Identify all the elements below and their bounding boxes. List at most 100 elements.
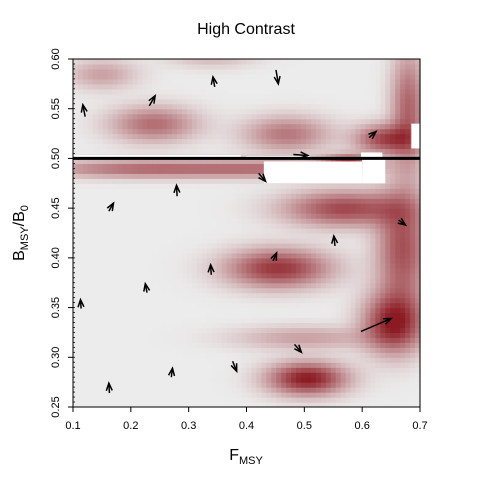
heatmap-cell — [142, 367, 148, 373]
heatmap-cell — [87, 307, 94, 314]
heatmap-cell — [385, 307, 391, 314]
heatmap-cell — [310, 213, 317, 219]
heatmap-cell — [152, 337, 158, 343]
heatmap-cell — [73, 302, 79, 309]
heatmap-cell — [340, 118, 347, 125]
heatmap-cell — [335, 317, 342, 324]
heatmap-cell — [196, 242, 203, 249]
heatmap-cell — [395, 272, 401, 279]
heatmap-cell — [281, 292, 287, 299]
heatmap-cell — [162, 158, 168, 164]
heatmap-cell — [132, 73, 139, 80]
heatmap-cell — [370, 402, 376, 408]
heatmap-cell — [211, 183, 218, 189]
heatmap-cell — [117, 223, 124, 229]
heatmap-cell — [291, 103, 297, 110]
heatmap-cell — [162, 93, 168, 100]
heatmap-cell — [365, 98, 372, 105]
heatmap-cell — [410, 163, 416, 169]
heatmap-cell — [77, 357, 84, 363]
heatmap-cell — [355, 402, 362, 408]
heatmap-cell — [216, 247, 223, 254]
heatmap-cell — [360, 128, 367, 135]
heatmap-cell — [320, 372, 327, 378]
heatmap-cell — [182, 297, 188, 304]
heatmap-cell — [335, 113, 342, 120]
heatmap-cell — [221, 402, 228, 408]
heatmap-cell — [97, 332, 104, 338]
heatmap-cell — [236, 317, 243, 324]
heatmap-cell — [315, 272, 322, 279]
heatmap-cell — [73, 322, 79, 329]
heatmap-cell — [405, 98, 411, 105]
heatmap-cell — [231, 267, 238, 274]
heatmap-cell — [216, 262, 223, 269]
heatmap-cell — [410, 292, 416, 299]
heatmap-cell — [187, 193, 193, 199]
heatmap-cell — [226, 252, 233, 259]
heatmap-cell — [355, 59, 362, 65]
heatmap-cell — [246, 218, 253, 224]
heatmap-cell — [206, 347, 213, 353]
heatmap-cell — [231, 292, 238, 299]
heatmap-cell — [167, 148, 173, 155]
heatmap-cell — [325, 193, 332, 199]
heatmap-cell — [187, 402, 193, 408]
heatmap-cell — [82, 68, 89, 75]
heatmap-cell — [147, 317, 153, 324]
heatmap-cell — [340, 377, 347, 383]
heatmap-cell — [82, 387, 89, 393]
heatmap-cell — [405, 78, 411, 85]
heatmap-cell — [132, 332, 139, 338]
heatmap-cell — [132, 392, 139, 398]
heatmap-cell — [355, 357, 362, 363]
heatmap-cell — [117, 193, 124, 199]
heatmap-cell — [107, 267, 114, 274]
heatmap-cell — [305, 252, 312, 259]
heatmap-cell — [355, 113, 362, 120]
heatmap-cell — [276, 262, 282, 269]
heatmap-cell — [117, 387, 124, 393]
heatmap-cell — [216, 242, 223, 249]
heatmap-cell — [196, 247, 203, 254]
heatmap-cell — [182, 267, 188, 274]
heatmap-cell — [345, 372, 352, 378]
heatmap-cell — [281, 88, 287, 95]
heatmap-cell — [370, 257, 376, 264]
heatmap-cell — [370, 252, 376, 259]
heatmap-cell — [152, 123, 158, 130]
heatmap-cell — [325, 59, 332, 65]
heatmap-cell — [157, 168, 163, 174]
heatmap-cell — [92, 103, 99, 110]
heatmap-cell — [385, 183, 391, 189]
heatmap-cell — [157, 93, 163, 100]
heatmap-cell — [137, 237, 143, 244]
heatmap-cell — [132, 287, 139, 294]
heatmap-cell — [390, 168, 396, 174]
heatmap-cell — [246, 392, 253, 398]
heatmap-cell — [395, 292, 401, 299]
heatmap-cell — [320, 153, 327, 160]
heatmap-cell — [405, 133, 411, 140]
heatmap-cell — [410, 168, 416, 174]
heatmap-cell — [182, 128, 188, 135]
heatmap-cell — [216, 163, 223, 169]
heatmap-cell — [216, 352, 223, 358]
heatmap-cell — [112, 123, 119, 130]
heatmap-cell — [370, 272, 376, 279]
heatmap-cell — [380, 78, 386, 85]
heatmap-cell — [191, 397, 198, 403]
heatmap-cell — [122, 257, 129, 264]
heatmap-cell — [405, 198, 411, 204]
heatmap-cell — [350, 402, 357, 408]
heatmap-cell — [211, 392, 218, 398]
heatmap-cell — [73, 223, 79, 229]
heatmap-cell — [390, 208, 396, 214]
heatmap-cell — [201, 387, 208, 393]
heatmap-cell — [182, 63, 188, 70]
heatmap-cell — [315, 88, 322, 95]
heatmap-cell — [73, 218, 79, 224]
heatmap-cell — [216, 68, 223, 75]
heatmap-cell — [73, 327, 79, 334]
heatmap-cell — [102, 337, 109, 343]
